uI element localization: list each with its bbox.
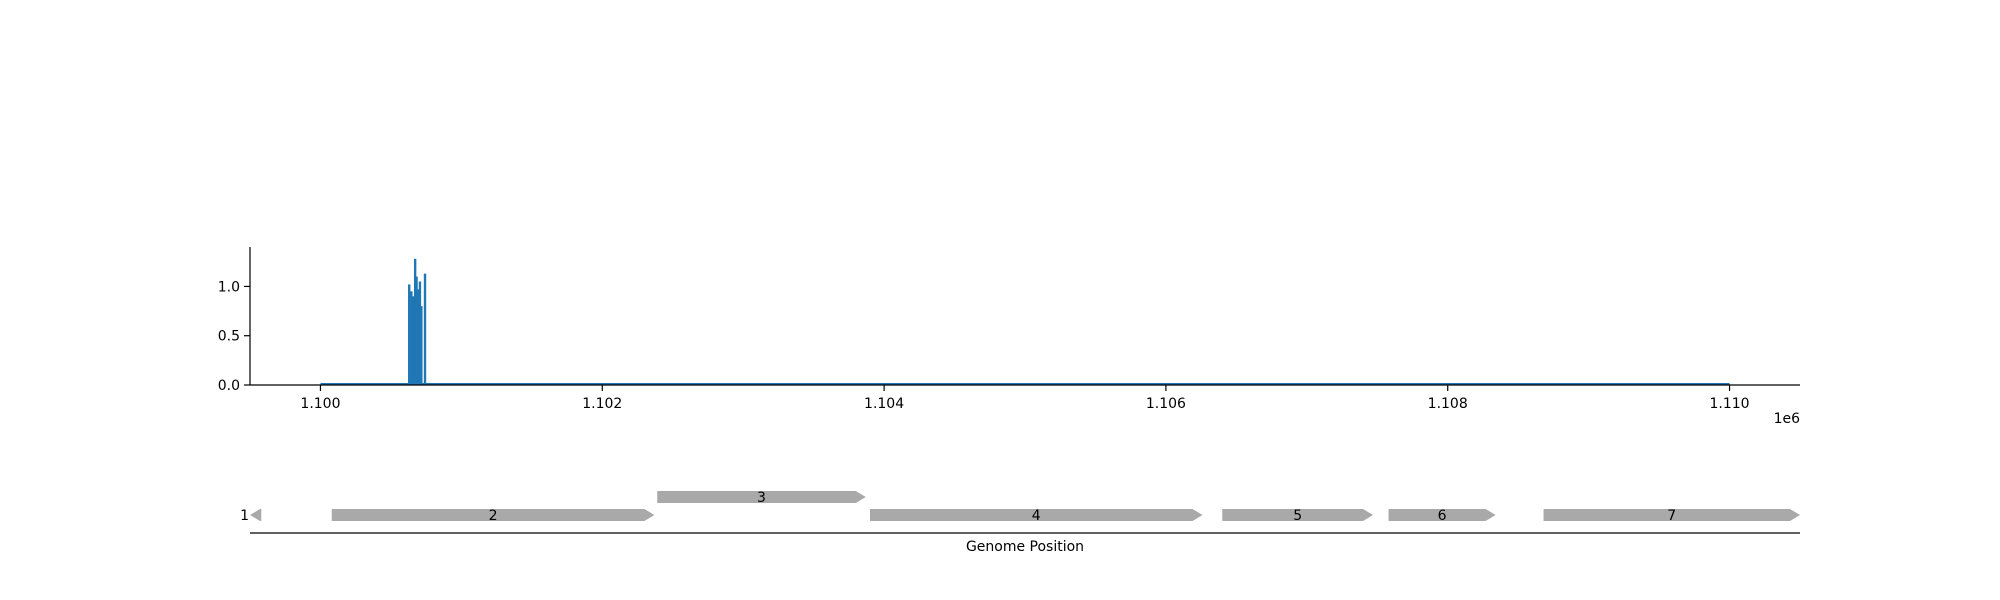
x-tick-label: 1.104 xyxy=(864,396,904,412)
coverage-bar xyxy=(413,258,417,385)
coverage-bar xyxy=(408,284,411,385)
gene-label: 6 xyxy=(1438,508,1447,524)
coverage-bar xyxy=(423,273,427,385)
x-tick-label: 1.110 xyxy=(1709,396,1749,412)
gene-label: 4 xyxy=(1032,508,1041,524)
x-tick-label: 1.106 xyxy=(1146,396,1186,412)
y-tick-label: 1.0 xyxy=(218,279,240,295)
coverage-bar-chart: 0.0 0.5 1.0 1.100 1.102 1.104 1.106 1.108 1.110… xyxy=(218,247,1800,427)
gene-arrow xyxy=(1543,509,1800,521)
y-tick-label: 0.0 xyxy=(218,378,240,394)
gene-arrow xyxy=(657,491,866,503)
x-axis-offset-label: 1e6 xyxy=(1774,411,1801,427)
x-axis-label: Genome Position xyxy=(966,539,1084,555)
x-tick-label: 1.102 xyxy=(582,396,622,412)
x-tick-label: 1.100 xyxy=(300,396,340,412)
gene-label: 7 xyxy=(1667,508,1676,524)
gene-arrow xyxy=(250,509,262,521)
coverage-bar xyxy=(415,276,418,385)
gene-arrow xyxy=(331,509,655,521)
gene-map: 1 2 3 4 5 6 7 Genome Position xyxy=(240,490,1800,555)
gene-label: 2 xyxy=(489,508,498,524)
gene-arrows: 1 2 3 4 5 6 7 xyxy=(240,490,1800,524)
coverage-bar xyxy=(417,289,420,385)
gene-label: 1 xyxy=(240,508,249,524)
gene-arrow xyxy=(870,509,1203,521)
coverage-bars xyxy=(408,258,427,385)
gene-arrow xyxy=(1222,509,1374,521)
y-tick-label: 0.5 xyxy=(218,329,240,345)
gene-label: 3 xyxy=(757,490,766,506)
x-tick-label: 1.108 xyxy=(1428,396,1468,412)
coverage-bar xyxy=(412,296,415,385)
x-axis-ticks: 1.100 1.102 1.104 1.106 1.108 1.110 xyxy=(300,385,1750,412)
coverage-bar xyxy=(420,306,423,385)
gene-label: 5 xyxy=(1293,508,1302,524)
coverage-bar xyxy=(418,281,422,385)
coverage-bar xyxy=(410,291,413,385)
y-axis-ticks: 0.0 0.5 1.0 xyxy=(218,279,250,394)
gene-arrow xyxy=(1388,509,1496,521)
